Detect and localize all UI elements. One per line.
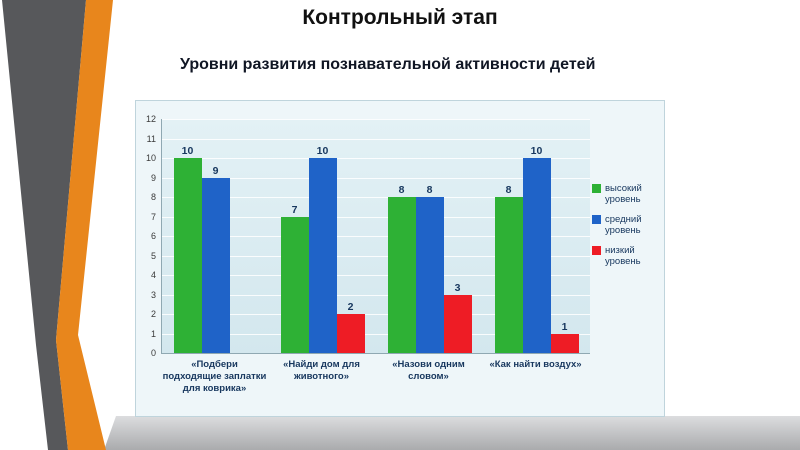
legend-swatch (592, 245, 601, 255)
bar-mid (522, 158, 551, 353)
bar-mid (201, 177, 230, 353)
gridline (162, 314, 590, 315)
category-label: «Назови одним словом» (392, 359, 465, 382)
y-tick-label: 11 (146, 133, 156, 144)
y-tick-label: 5 (150, 250, 156, 261)
bar-value-label: 10 (530, 145, 543, 157)
legend-swatch (592, 214, 601, 224)
bar-value-label: 10 (181, 145, 194, 157)
bar-value-label: 1 (561, 320, 568, 333)
bar-low (550, 333, 579, 353)
bar-value-label: 8 (505, 184, 512, 196)
y-tick-label: 10 (145, 153, 156, 163)
bar-mid (415, 197, 444, 353)
category-label: «Как найти воздух» (489, 359, 582, 370)
y-tick-label: 12 (145, 114, 156, 124)
stripe-orange (56, 0, 113, 450)
bar-high (173, 158, 202, 353)
y-tick-label: 2 (150, 309, 156, 319)
bar-value-label: 10 (316, 145, 329, 157)
gridline (162, 197, 590, 198)
y-tick-label: 3 (150, 289, 156, 300)
legend-label: высокий уровень (605, 183, 642, 206)
bar-value-label: 8 (398, 184, 405, 196)
chart-panel: 0 1 2 3 4 5 6 7 8 9 10 11 12 10 9 7 10 2 8 8 3 8 10 1 «Подбери… (135, 100, 665, 417)
bar-high (387, 197, 416, 353)
gridline (162, 333, 590, 335)
bottom-gray-strip (104, 416, 800, 450)
bar-value-label: 7 (291, 203, 298, 216)
gridline (162, 236, 590, 237)
gridline (162, 294, 590, 296)
bar-value-label: 9 (212, 164, 219, 177)
y-tick-label: 6 (150, 231, 156, 241)
category-labels: «Подбери подходящие заплатки для коврика… (136, 357, 664, 415)
stripe-gray (2, 0, 86, 450)
category-label: «Найди дом для животного» (283, 359, 360, 382)
chart-legend: высокий уровень средний уровень низкий уро… (592, 183, 662, 267)
legend-label: низкий уровень (605, 244, 641, 267)
legend-swatch (592, 184, 601, 193)
bar-value-label: 8 (426, 184, 433, 196)
gridline (162, 119, 590, 120)
y-tick-label: 4 (150, 270, 156, 280)
y-tick-label: 8 (150, 192, 156, 202)
bar-value-label: 3 (454, 281, 461, 294)
gridline (162, 158, 590, 159)
category-label: «Подбери подходящие заплатки для коврика… (162, 359, 267, 394)
gridline (162, 255, 590, 257)
bar-high (494, 197, 523, 353)
slide-subtitle: Уровни развития познавательной активност… (180, 56, 596, 73)
bar-high (280, 216, 309, 353)
gridline (162, 138, 590, 140)
y-tick-label: 9 (150, 172, 156, 183)
plot-area: 10 9 7 10 2 8 8 3 8 10 1 (161, 119, 590, 354)
gridline (162, 275, 590, 276)
legend-label: средний уровень (605, 213, 642, 237)
slide-title: Контрольный этап (302, 6, 498, 29)
legend-item: средний уровень (592, 214, 662, 237)
gridline (162, 216, 590, 218)
bar-low (443, 294, 472, 353)
y-tick-label: 1 (150, 328, 156, 339)
legend-item: низкий уровень (592, 245, 662, 268)
y-tick-label: 0 (150, 348, 156, 358)
y-tick-label: 7 (150, 211, 156, 222)
bar-mid (308, 158, 337, 353)
bar-value-label: 2 (347, 301, 354, 313)
bar-low (336, 314, 365, 353)
gridline (162, 177, 590, 179)
legend-item: высокий уровень (592, 183, 662, 206)
